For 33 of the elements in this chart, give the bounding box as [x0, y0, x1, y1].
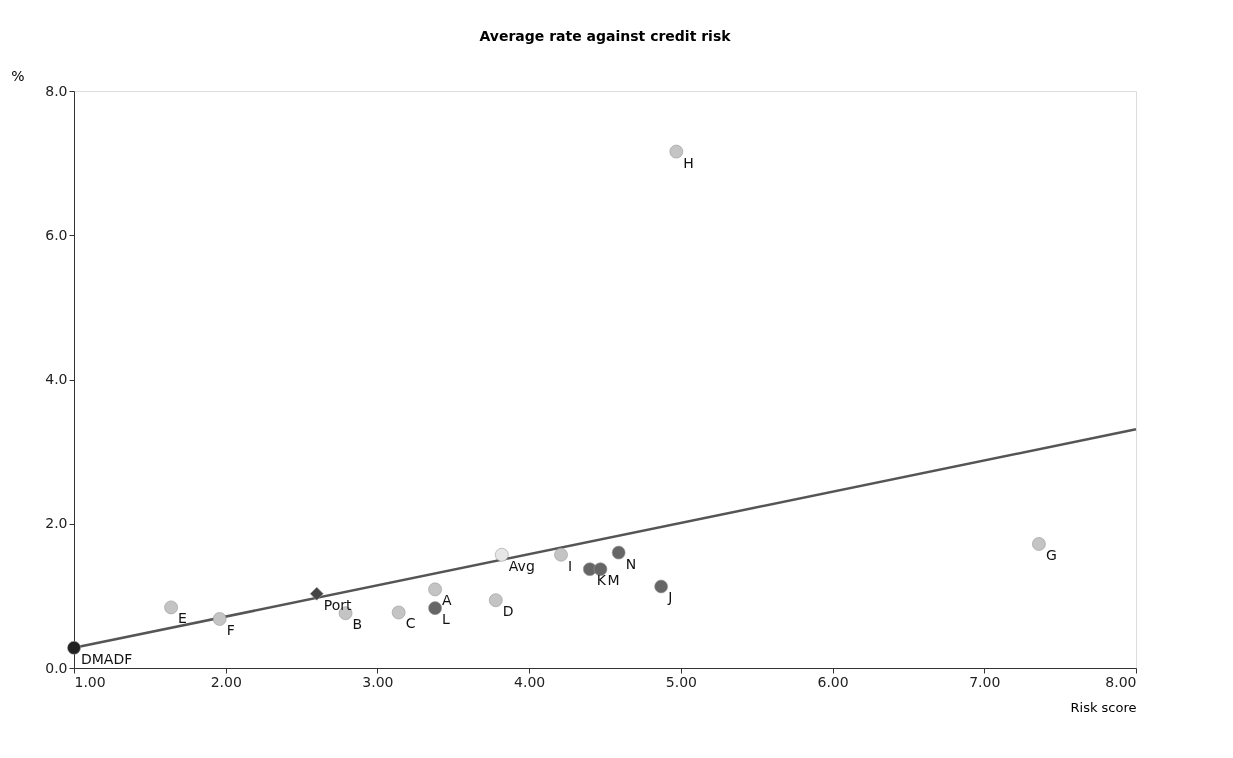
x-tick-label: 2.00: [210, 673, 242, 690]
y-tick-label: 6.0: [45, 226, 68, 243]
y-tick-label: 2.0: [45, 515, 68, 532]
y-tick-label: 4.0: [45, 371, 68, 387]
y-tick-label: 8.0: [45, 82, 68, 99]
annotation: Port: [323, 596, 353, 613]
x-tick-label: 3.00: [362, 673, 394, 690]
annotation: E: [178, 610, 187, 627]
annotation: A: [442, 592, 453, 609]
annotation: K: [596, 572, 607, 589]
annotation: B: [352, 616, 363, 633]
y-axis-title: %: [11, 67, 25, 84]
x-tick-label: 1.00: [74, 673, 106, 690]
annotation: I: [568, 557, 573, 574]
chart-title: Average rate against credit risk: [479, 28, 732, 44]
annotation: M: [607, 572, 620, 589]
annotation: C: [405, 615, 416, 632]
x-tick-label: 8.00: [1105, 673, 1137, 690]
x-tick-label: 7.00: [969, 673, 1001, 690]
x-tick-label: 5.00: [665, 673, 697, 690]
x-tick-label: 4.00: [514, 673, 546, 690]
annotation: L: [442, 611, 451, 628]
x-tick-label: 6.00: [817, 673, 849, 690]
annotation: Avg: [508, 557, 535, 574]
annotation: F: [226, 621, 235, 638]
x-axis-title: Risk score: [1070, 699, 1137, 715]
annotation: J: [667, 589, 673, 606]
y-tick-label: 0.0: [45, 659, 68, 676]
annotation: D: [502, 603, 514, 620]
annotation: H: [683, 154, 694, 171]
annotation: G: [1045, 546, 1057, 563]
annotation: DMADF: [81, 650, 133, 667]
annotation: N: [625, 555, 637, 572]
